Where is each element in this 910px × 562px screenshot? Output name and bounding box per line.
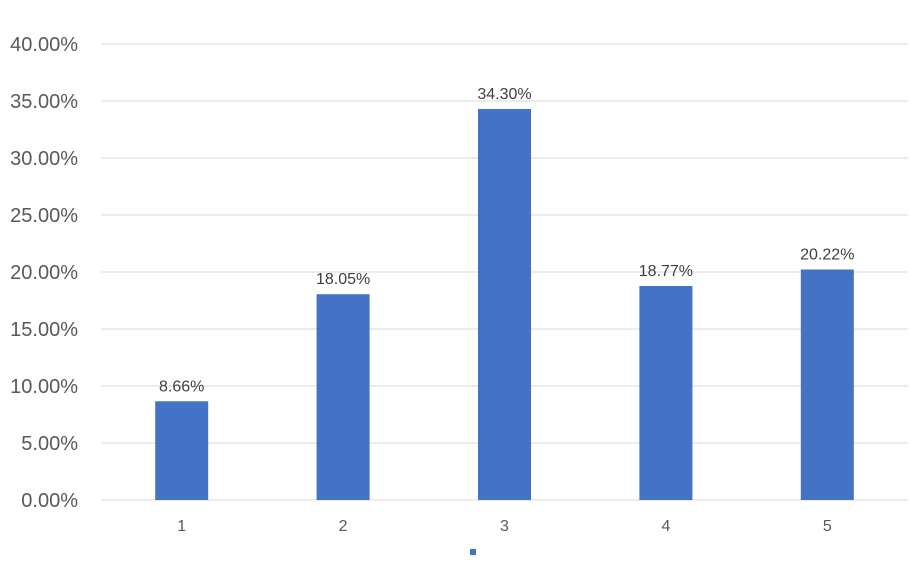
bars — [155, 108, 854, 500]
y-tick-label: 35.00% — [10, 91, 78, 113]
y-tick-label: 20.00% — [10, 262, 78, 284]
y-tick-label: 40.00% — [10, 34, 78, 56]
data-label: 34.30% — [477, 86, 531, 103]
x-tick-label: 1 — [177, 518, 186, 535]
x-tick-label: 4 — [661, 518, 670, 535]
bar — [316, 294, 370, 500]
y-tick-label: 25.00% — [10, 205, 78, 227]
y-tick-label: 0.00% — [21, 490, 78, 512]
legend-marker — [470, 549, 476, 555]
bar — [800, 269, 854, 500]
bar — [639, 286, 693, 500]
data-label: 18.05% — [316, 271, 370, 288]
y-tick-label: 5.00% — [21, 433, 78, 455]
x-tick-label: 2 — [339, 518, 348, 535]
y-tick-label: 10.00% — [10, 376, 78, 398]
data-label: 18.77% — [639, 263, 693, 280]
x-tick-label: 3 — [500, 518, 509, 535]
bar — [478, 108, 531, 500]
data-labels: 8.66% 18.05% 34.30% 18.77% 20.22% — [159, 86, 854, 395]
y-tick-label: 15.00% — [10, 319, 78, 341]
data-label: 8.66% — [159, 378, 204, 395]
legend — [470, 549, 476, 555]
x-tick-label: 5 — [823, 518, 832, 535]
y-axis-tick-labels: 0.00% 5.00% 10.00% 15.00% 20.00% 25.00% 30.00%… — [10, 34, 78, 512]
y-tick-label: 30.00% — [10, 148, 78, 170]
x-axis-tick-labels: 1 2 3 4 5 — [177, 518, 832, 535]
data-label: 20.22% — [800, 246, 854, 263]
bar — [155, 401, 209, 500]
